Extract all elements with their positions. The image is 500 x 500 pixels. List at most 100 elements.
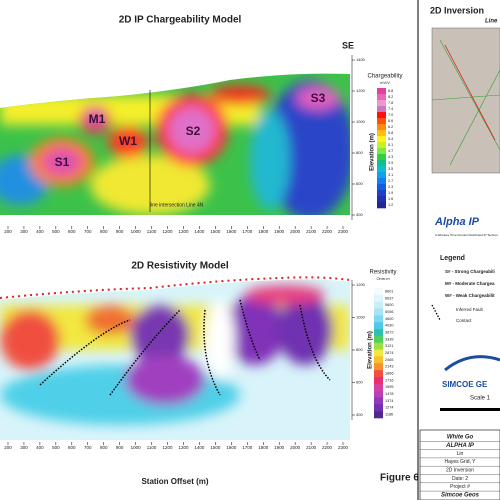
colorbar-label: 1.2 [388, 203, 393, 207]
x-tick-label: 1500 [210, 229, 221, 234]
colorbar-label: 1716 [385, 378, 393, 382]
colorbar-label: 2874 [385, 351, 393, 355]
x-tick-label: 1800 [258, 445, 269, 450]
x-tick-label: 300 [20, 229, 28, 234]
colorbar-unit: Ohm.m [376, 276, 390, 281]
colorbar-swatch [374, 376, 383, 385]
title-block-line: Simcoe Geos [441, 493, 480, 499]
colorbar-label: 2143 [385, 365, 393, 369]
colorbar-swatch [377, 100, 386, 107]
colorbar-label: 7.0 [388, 113, 393, 117]
title-block-line: Date: 2 [452, 476, 468, 482]
x-tick-label: 600 [68, 229, 76, 234]
legend-item: S# - Strong Chargeabili [445, 269, 495, 274]
colorbar-swatch [377, 148, 386, 155]
colorbar-label: 4.3 [388, 155, 393, 159]
x-tick-label: 200 [4, 229, 12, 234]
legend-item: M# - Moderate Chargea [445, 281, 495, 286]
x-tick-label: 800 [100, 445, 108, 450]
colorbar-title: Resistivity [369, 270, 396, 276]
colorbar-swatch [377, 136, 386, 143]
colorbar-label: 5056 [385, 310, 393, 314]
title-block-line: Project # [450, 484, 470, 490]
x-tick-label: 700 [84, 445, 92, 450]
anomaly: M1 [89, 112, 106, 126]
x-tick-label: 600 [68, 445, 76, 450]
colorbar-title: Chargeability [367, 74, 402, 80]
colorbar-label: 3672 [385, 330, 393, 334]
colorbar-label: 8.2 [388, 95, 393, 99]
colorbar-label: 8.8 [388, 89, 393, 93]
colorbar-swatch [374, 322, 383, 330]
x-tick-label: 1900 [274, 445, 285, 450]
ip-section [0, 73, 350, 215]
colorbar-label: 6.2 [388, 125, 393, 129]
colorbar-label: 3.9 [388, 161, 393, 165]
colorbar-swatch [374, 411, 383, 419]
x-tick-label: 500 [52, 445, 60, 450]
ip-title: 2D IP Chargeability Model [119, 15, 242, 26]
colorbar-label: 2.7 [388, 179, 393, 183]
colorbar-label: 4.7 [388, 149, 393, 153]
title-block-line: Lin [457, 451, 464, 457]
colorbar-label: 2465 [385, 358, 393, 362]
colorbar-swatch [377, 172, 386, 179]
x-tick-label: 500 [52, 229, 60, 234]
y-tick-label: 600 [356, 380, 363, 385]
side-title: 2D Inversion [430, 5, 484, 15]
colorbar-label: 5.4 [388, 137, 393, 141]
x-tick-label: 2100 [306, 445, 317, 450]
colorbar-swatch [374, 342, 383, 350]
colorbar-label: 1186 [385, 413, 393, 417]
colorbar-swatch [377, 202, 386, 209]
x-tick-label: 1400 [194, 445, 205, 450]
x-tick-label: 1700 [242, 229, 253, 234]
res-title: 2D Resistivity Model [131, 261, 228, 272]
figure-label: Figure 6 [380, 473, 419, 484]
colorbar-label: 1866 [385, 372, 393, 376]
colorbar-label: 3.5 [388, 167, 393, 171]
logo-tagline: A Wireless Time Domain Distributed IP Te… [435, 233, 498, 237]
fault-label: Inferred Fault [456, 307, 484, 312]
colorbar-swatch [377, 142, 386, 149]
direction: SE [342, 40, 354, 50]
colorbar-label: 1274 [385, 406, 393, 410]
y-tick-label: 1400 [356, 57, 366, 62]
x-tick-label: 700 [84, 229, 92, 234]
colorbar-label: 7.4 [388, 107, 393, 111]
colorbar-label: 1.9 [388, 191, 393, 195]
logo: Alpha IP [434, 216, 480, 228]
x-tick-label: 1800 [258, 229, 269, 234]
colorbar-label: 6637 [385, 296, 393, 300]
x-tick-label: 2000 [290, 445, 301, 450]
colorbar-label: 1.6 [388, 197, 393, 201]
anomaly: S3 [311, 91, 326, 105]
colorbar-swatch [377, 184, 386, 191]
x-tick-label: 1000 [131, 445, 142, 450]
title-block-line: Hayes Grid, Y [444, 459, 476, 465]
anomaly: S2 [186, 124, 201, 138]
colorbar-label: 3121 [385, 344, 393, 348]
map [431, 27, 500, 174]
colorbar-label: 6.6 [388, 119, 393, 123]
colorbar-swatch [374, 390, 383, 398]
y-axis-label: Elevation (m) [370, 133, 376, 171]
x-tick-label: 2100 [306, 229, 317, 234]
colorbar-swatch [374, 315, 383, 323]
x-tick-label: 1900 [274, 229, 285, 234]
colorbar-swatch [377, 130, 386, 137]
colorbar-label: 1595 [385, 385, 393, 389]
y-tick-label: 1000 [356, 119, 366, 124]
x-tick-label: 1600 [226, 229, 237, 234]
colorbar-swatch [374, 335, 383, 344]
colorbar-label: 7.8 [388, 101, 393, 105]
legend-title: Legend [440, 255, 465, 262]
colorbar-label: 5.8 [388, 131, 393, 135]
colorbar-label: 3339 [385, 337, 393, 341]
intersection-label: line intersection Line 4N [150, 202, 204, 208]
anomaly: W1 [119, 134, 137, 148]
x-tick-label: 800 [100, 229, 108, 234]
x-tick-label: 1200 [163, 445, 174, 450]
anomaly: S1 [55, 155, 70, 169]
colorbar-swatch [374, 349, 383, 357]
